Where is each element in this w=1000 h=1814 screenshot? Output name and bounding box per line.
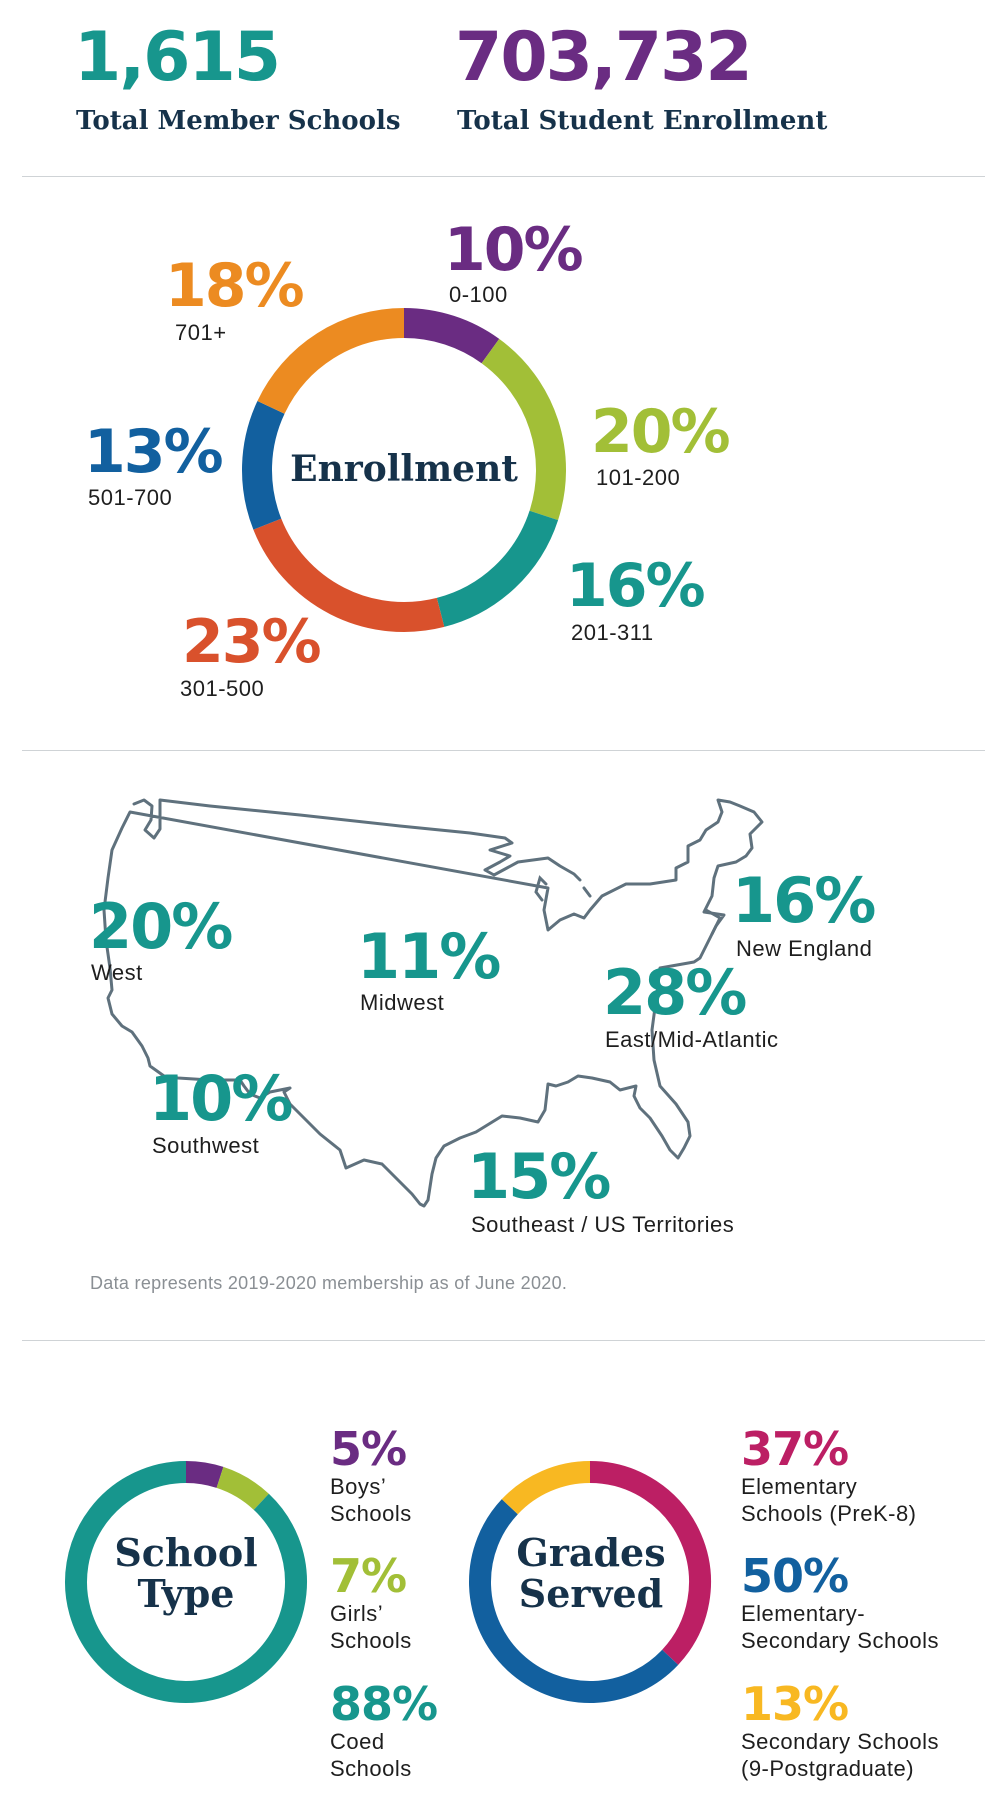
divider (22, 176, 985, 177)
school-type-label-girls: Girls’ Schools (330, 1601, 412, 1655)
school-type-label-boys: Boys’ Schools (330, 1474, 412, 1528)
region-label-new-england: New England (736, 936, 873, 961)
slice-pct-301-500: 23% (182, 607, 322, 677)
grades-served-title-line2: Served (518, 1571, 664, 1617)
grades-label-elem-secondary: Elementary- Secondary Schools (741, 1601, 939, 1655)
region-pct-east-mid-atlantic: 28% (603, 956, 747, 1029)
school-type-pct-girls: 7% (330, 1549, 407, 1603)
region-pct-new-england: 16% (732, 864, 876, 937)
grades-label-elem-secondary-line2: Secondary Schools (741, 1627, 940, 1653)
slice-label-0-100: 0-100 (449, 282, 508, 307)
region-label-southeast: Southeast / US Territories (471, 1212, 735, 1237)
us-map-outline (102, 798, 764, 1208)
grades-label-elementary-line1: Elementary (741, 1474, 858, 1499)
enrollment-slice-0 (403, 308, 500, 364)
slice-label-501-700: 501-700 (88, 485, 173, 510)
enrollment-slice-5 (257, 308, 405, 415)
total-schools-label: Total Member Schools (76, 106, 401, 136)
region-pct-west: 20% (89, 890, 233, 963)
grades-label-elementary-line2: Schools (PreK-8) (741, 1500, 917, 1526)
region-pct-southwest: 10% (149, 1062, 293, 1135)
slice-pct-201-311: 16% (566, 551, 706, 621)
total-enrollment-label: Total Student Enrollment (457, 106, 828, 136)
total-enrollment-value: 703,732 (455, 18, 753, 97)
enrollment-slice-2 (436, 510, 559, 627)
school-type-title-line1: School (114, 1530, 258, 1575)
footnote: Data represents 2019-2020 membership as … (90, 1273, 568, 1293)
enrollment-chart-title: Enrollment (290, 448, 518, 490)
school-type-label-coed: Coed Schools (330, 1729, 412, 1783)
enrollment-slice-1 (481, 338, 566, 521)
school-type-slice-1 (216, 1466, 269, 1511)
school-type-label-coed-line1: Coed (330, 1729, 385, 1754)
grades-label-secondary-line2: (9-Postgraduate) (741, 1755, 915, 1781)
enrollment-donut-chart (242, 308, 566, 632)
slice-pct-701-plus: 18% (165, 251, 305, 321)
school-type-slice-2 (65, 1461, 307, 1703)
grades-pct-elementary: 37% (741, 1422, 849, 1476)
region-pct-midwest: 11% (357, 920, 501, 993)
enrollment-slice-4 (242, 401, 285, 530)
grades-pct-secondary: 13% (741, 1677, 849, 1731)
region-label-southwest: Southwest (152, 1133, 260, 1158)
slice-pct-101-200: 20% (591, 397, 731, 467)
grades-label-secondary-line1: Secondary Schools (741, 1729, 940, 1754)
grades-pct-elem-secondary: 50% (741, 1549, 849, 1603)
school-type-title-line2: Type (137, 1571, 235, 1617)
region-label-west: West (91, 960, 143, 985)
slice-pct-501-700: 13% (84, 417, 224, 487)
school-type-label-girls-line1: Girls’ (330, 1601, 384, 1626)
slice-label-701-plus: 701+ (175, 320, 227, 345)
region-label-east-mid-atlantic: East/Mid-Atlantic (605, 1027, 779, 1052)
slice-pct-0-100: 10% (444, 215, 584, 285)
grades-served-slice-2 (501, 1461, 591, 1515)
grades-label-elementary: Elementary Schools (PreK-8) (741, 1474, 917, 1528)
total-schools-value: 1,615 (74, 18, 281, 97)
school-type-pct-coed: 88% (330, 1677, 438, 1731)
school-type-label-girls-line2: Schools (330, 1627, 412, 1653)
grades-served-slice-1 (469, 1499, 679, 1703)
school-type-slice-0 (185, 1461, 224, 1488)
slice-label-201-311: 201-311 (571, 620, 654, 645)
grades-served-slice-0 (589, 1461, 711, 1665)
school-type-label-coed-line2: Schools (330, 1755, 412, 1781)
slice-label-101-200: 101-200 (596, 465, 681, 490)
school-type-pct-boys: 5% (330, 1422, 407, 1476)
grades-served-chart-title: Grades Served (496, 1532, 686, 1614)
school-type-chart-title: School Type (96, 1532, 276, 1614)
region-pct-southeast: 15% (467, 1140, 611, 1213)
divider (22, 1340, 985, 1341)
grades-label-secondary: Secondary Schools (9-Postgraduate) (741, 1729, 939, 1783)
slice-label-301-500: 301-500 (180, 676, 265, 701)
region-label-midwest: Midwest (360, 990, 445, 1015)
grades-served-title-line1: Grades (516, 1530, 666, 1575)
divider (22, 750, 985, 751)
school-type-label-boys-line2: Schools (330, 1500, 412, 1526)
school-type-label-boys-line1: Boys’ (330, 1474, 387, 1499)
grades-label-elem-secondary-line1: Elementary- (741, 1601, 866, 1626)
enrollment-slice-3 (253, 518, 445, 632)
